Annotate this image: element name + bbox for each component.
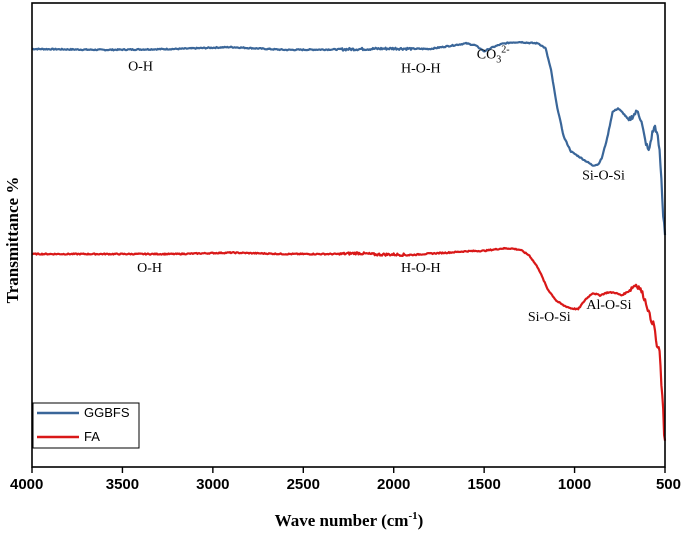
y-axis-title: Transmittance % [3, 177, 22, 304]
legend: GGBFS FA [32, 402, 140, 449]
plot-frame [31, 2, 666, 468]
x-axis-title: Wave number (cm-1) [275, 510, 424, 530]
annotation-fa-3: Al-O-Si [586, 298, 631, 313]
legend-box [32, 402, 140, 449]
x-tick-label-4000: 4000 [10, 476, 43, 493]
x-axis-title-tail: ) [418, 511, 424, 530]
x-tick-label-3500: 3500 [106, 476, 139, 493]
annotation-fa-0: O-H [137, 261, 162, 276]
x-tick-label-2000: 2000 [377, 476, 410, 493]
x-tick-label-1000: 1000 [558, 476, 591, 493]
series-line-fa [31, 246, 667, 441]
x-axis-title-main: Wave number (cm [275, 511, 409, 530]
x-axis-title-sup: -1 [408, 510, 417, 522]
x-tick-label-3000: 3000 [196, 476, 229, 493]
series-line-ggbfs [31, 40, 667, 236]
annotation-ggbfs-2: CO32- [477, 45, 510, 66]
x-tick-label-1500: 1500 [467, 476, 500, 493]
legend-label-fa: FA [84, 429, 100, 444]
series-layer [31, 40, 667, 441]
legend-label-ggbfs: GGBFS [84, 405, 130, 420]
annotation-ggbfs-3: Si-O-Si [582, 168, 625, 183]
x-tick-label-500: 500 [656, 476, 681, 493]
peak-annotations: O-H H-O-H CO32- Si-O-Si O-H H-O-H Si-O-Si Al-O-… [128, 45, 632, 325]
x-axis-ticks: 4000 3500 3000 2500 2000 1500 1000 500 [10, 467, 681, 493]
annotation-ggbfs-0: O-H [128, 59, 153, 74]
annotation-ggbfs-1: H-O-H [401, 62, 441, 77]
annotation-fa-1: H-O-H [401, 261, 441, 276]
x-tick-label-2500: 2500 [287, 476, 320, 493]
annotation-fa-2: Si-O-Si [528, 310, 571, 325]
